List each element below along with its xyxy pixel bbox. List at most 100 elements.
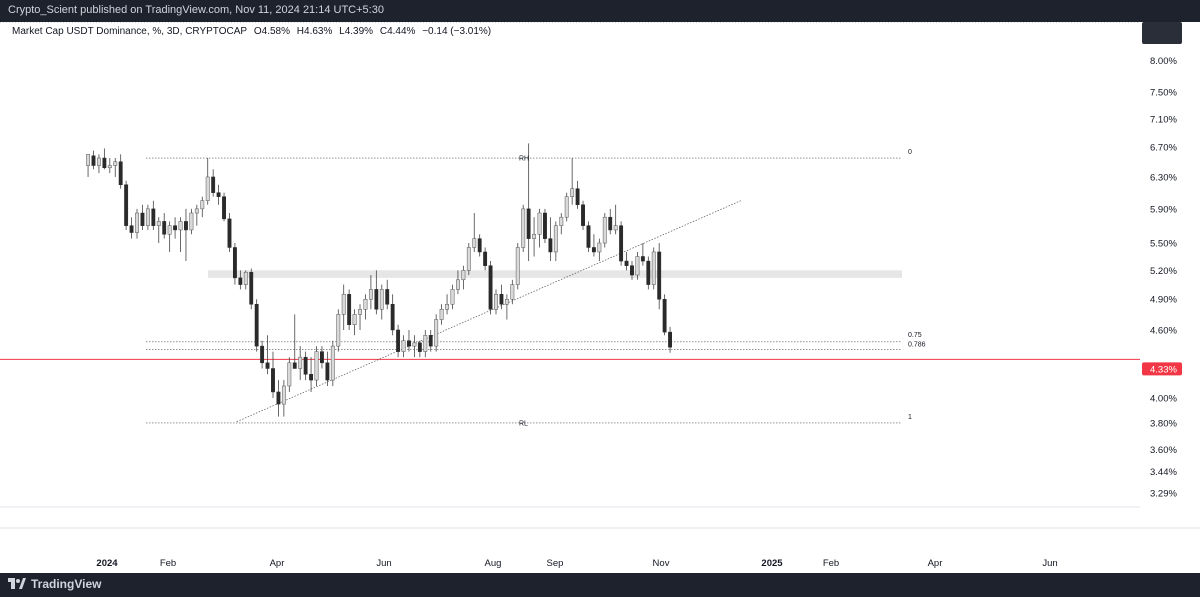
candle-body-bullish [379, 289, 384, 310]
candle-body-bullish [466, 247, 471, 271]
candle-body-bullish [86, 154, 90, 166]
candle-body-bullish [412, 342, 417, 347]
candle [477, 234, 482, 257]
candle-body-bearish [325, 362, 330, 381]
candle-body-bullish [450, 289, 455, 305]
candle-body-bullish [570, 188, 575, 197]
candle [515, 243, 520, 290]
candle-body-bullish [455, 279, 460, 290]
candle-body-bullish [200, 200, 205, 210]
candle [368, 275, 373, 310]
candle [461, 265, 466, 290]
candle [173, 217, 178, 239]
price-tick-label: 4.90% [1150, 295, 1177, 306]
candle-body-bearish [140, 212, 145, 226]
candle-body-bearish [184, 221, 188, 231]
candle [352, 309, 357, 336]
price-tick-label: 5.50% [1150, 239, 1177, 250]
candle [216, 184, 221, 205]
candle [521, 204, 526, 252]
candle [347, 289, 352, 330]
candle [668, 326, 673, 353]
candle-countdown: 2d 9h [1151, 22, 1175, 25]
candle-body-bullish [439, 309, 444, 320]
candle-body-bullish [341, 294, 346, 315]
candle-body-bearish [276, 391, 281, 405]
candle [390, 294, 395, 336]
candle [401, 335, 406, 358]
fib-0-786-label: 0.786 [908, 341, 926, 348]
candle [646, 256, 651, 290]
candle [640, 243, 645, 266]
candle-body-bullish [602, 216, 607, 244]
candle-body-bullish [298, 356, 303, 369]
candle-body-bullish [515, 247, 520, 285]
candle-body-bearish [260, 345, 265, 364]
candle [412, 335, 417, 358]
candle [662, 294, 667, 336]
candle [238, 270, 243, 290]
candle [341, 284, 346, 330]
time-tick-label: 2025 [761, 558, 783, 569]
time-tick-label: Apr [270, 558, 285, 569]
candle-body-bearish [238, 277, 243, 285]
candle-body-bearish [407, 340, 411, 347]
candle [194, 204, 199, 226]
candle-body-bearish [309, 374, 314, 381]
range-high-label: RH [519, 156, 529, 163]
candle-body-bullish [281, 385, 286, 405]
candle-body-bearish [271, 368, 275, 393]
candle-body-bearish [227, 218, 232, 248]
last-price-value: 4.44% [1150, 22, 1177, 25]
candle-body-bearish [640, 256, 645, 262]
candle-body-bearish [347, 294, 352, 325]
price-tick-label: 3.60% [1150, 445, 1177, 456]
price-tick-label: 7.10% [1150, 114, 1177, 125]
tradingview-logo[interactable]: TradingView [8, 577, 101, 591]
candle-body-bullish [189, 212, 194, 231]
candle [466, 243, 471, 276]
candle [325, 351, 330, 386]
candle [358, 304, 362, 330]
candle [613, 204, 618, 235]
last-price-tag [1142, 22, 1182, 44]
candle [86, 154, 90, 177]
candle [630, 261, 634, 280]
candle-body-bullish [205, 176, 210, 201]
candle [385, 279, 390, 310]
candle-body-bearish [396, 329, 401, 352]
price-tick-label: 5.90% [1150, 204, 1177, 215]
candle-body-bearish [374, 289, 379, 310]
time-tick-label: Aug [485, 558, 502, 569]
candle [135, 208, 139, 239]
candle-body-bearish [102, 157, 107, 169]
candle-body-bearish [211, 176, 216, 193]
candle-body-bullish [537, 212, 542, 235]
candle [292, 314, 297, 369]
candle [428, 329, 433, 352]
candle [281, 380, 286, 417]
legend-change: −0.14 (−3.01%) [422, 26, 492, 37]
price-tick-label: 3.80% [1150, 418, 1177, 429]
candle [222, 192, 226, 222]
candle [330, 340, 335, 386]
candle [374, 270, 379, 315]
candle-body-bearish [162, 221, 167, 235]
symbol-legend: Market Cap USDT Dominance, %, 3D, CRYPTO… [12, 26, 495, 37]
candle-body-bullish [330, 345, 335, 381]
candle-body-bullish [559, 216, 564, 226]
tradingview-logo-text: TradingView [31, 577, 102, 591]
candle [118, 154, 123, 189]
candle-body-bearish [619, 225, 624, 262]
price-tick-label: 4.60% [1150, 325, 1177, 336]
publish-info-text: Crypto_Scient published on TradingView.c… [8, 4, 384, 16]
candle [129, 217, 134, 239]
candle-body-bullish [553, 225, 558, 253]
candle [298, 346, 303, 381]
candle [619, 221, 624, 266]
candle-body-bearish [417, 342, 422, 352]
candle [434, 314, 439, 352]
candle [407, 329, 411, 352]
candle [151, 200, 156, 230]
